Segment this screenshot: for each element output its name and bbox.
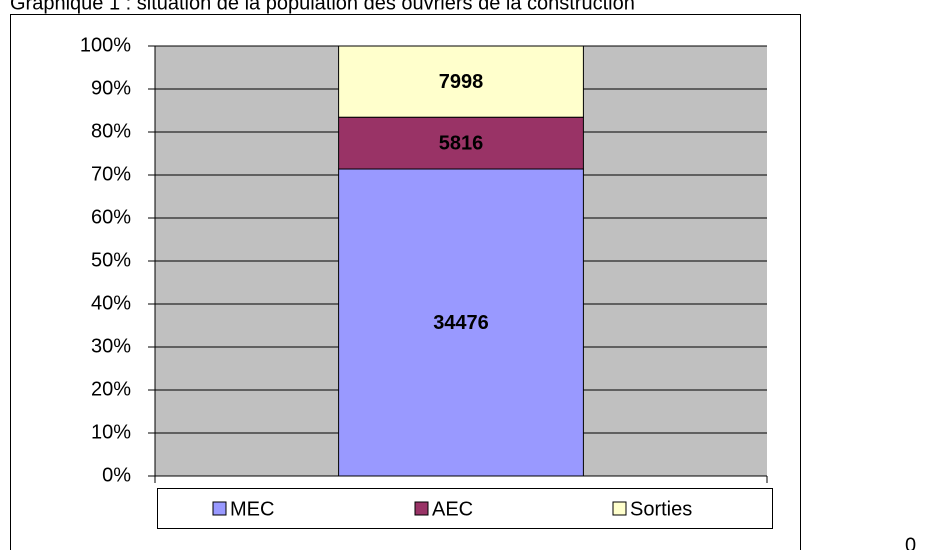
legend-label: Sorties xyxy=(630,498,692,520)
y-tick-label: 80% xyxy=(91,120,131,142)
y-tick-label: 60% xyxy=(91,206,131,228)
y-tick-label: 20% xyxy=(91,378,131,400)
legend-swatch xyxy=(212,501,227,516)
chart-frame xyxy=(10,14,801,550)
legend-swatch xyxy=(612,501,627,516)
bar-segment xyxy=(338,168,584,477)
y-tick-label: 10% xyxy=(91,421,131,443)
y-tick-label: 0% xyxy=(102,464,131,486)
bar-segment xyxy=(338,45,584,118)
y-tick-label: 40% xyxy=(91,292,131,314)
legend-box xyxy=(157,488,773,529)
data-label: 7998 xyxy=(439,71,484,93)
legend-label: AEC xyxy=(432,498,473,520)
bar-segment xyxy=(338,116,584,170)
data-label: 34476 xyxy=(433,312,489,334)
y-tick-label: 100% xyxy=(80,34,131,56)
y-tick-label: 30% xyxy=(91,335,131,357)
y-tick-label: 70% xyxy=(91,163,131,185)
legend-label: MEC xyxy=(230,498,274,520)
legend-swatch xyxy=(414,501,429,516)
chart-title: Graphique 1 : situation de la population… xyxy=(10,0,635,14)
page-note: 0 xyxy=(905,534,916,550)
y-tick-label: 90% xyxy=(91,77,131,99)
y-tick-label: 50% xyxy=(91,249,131,271)
data-label: 5816 xyxy=(439,132,484,154)
